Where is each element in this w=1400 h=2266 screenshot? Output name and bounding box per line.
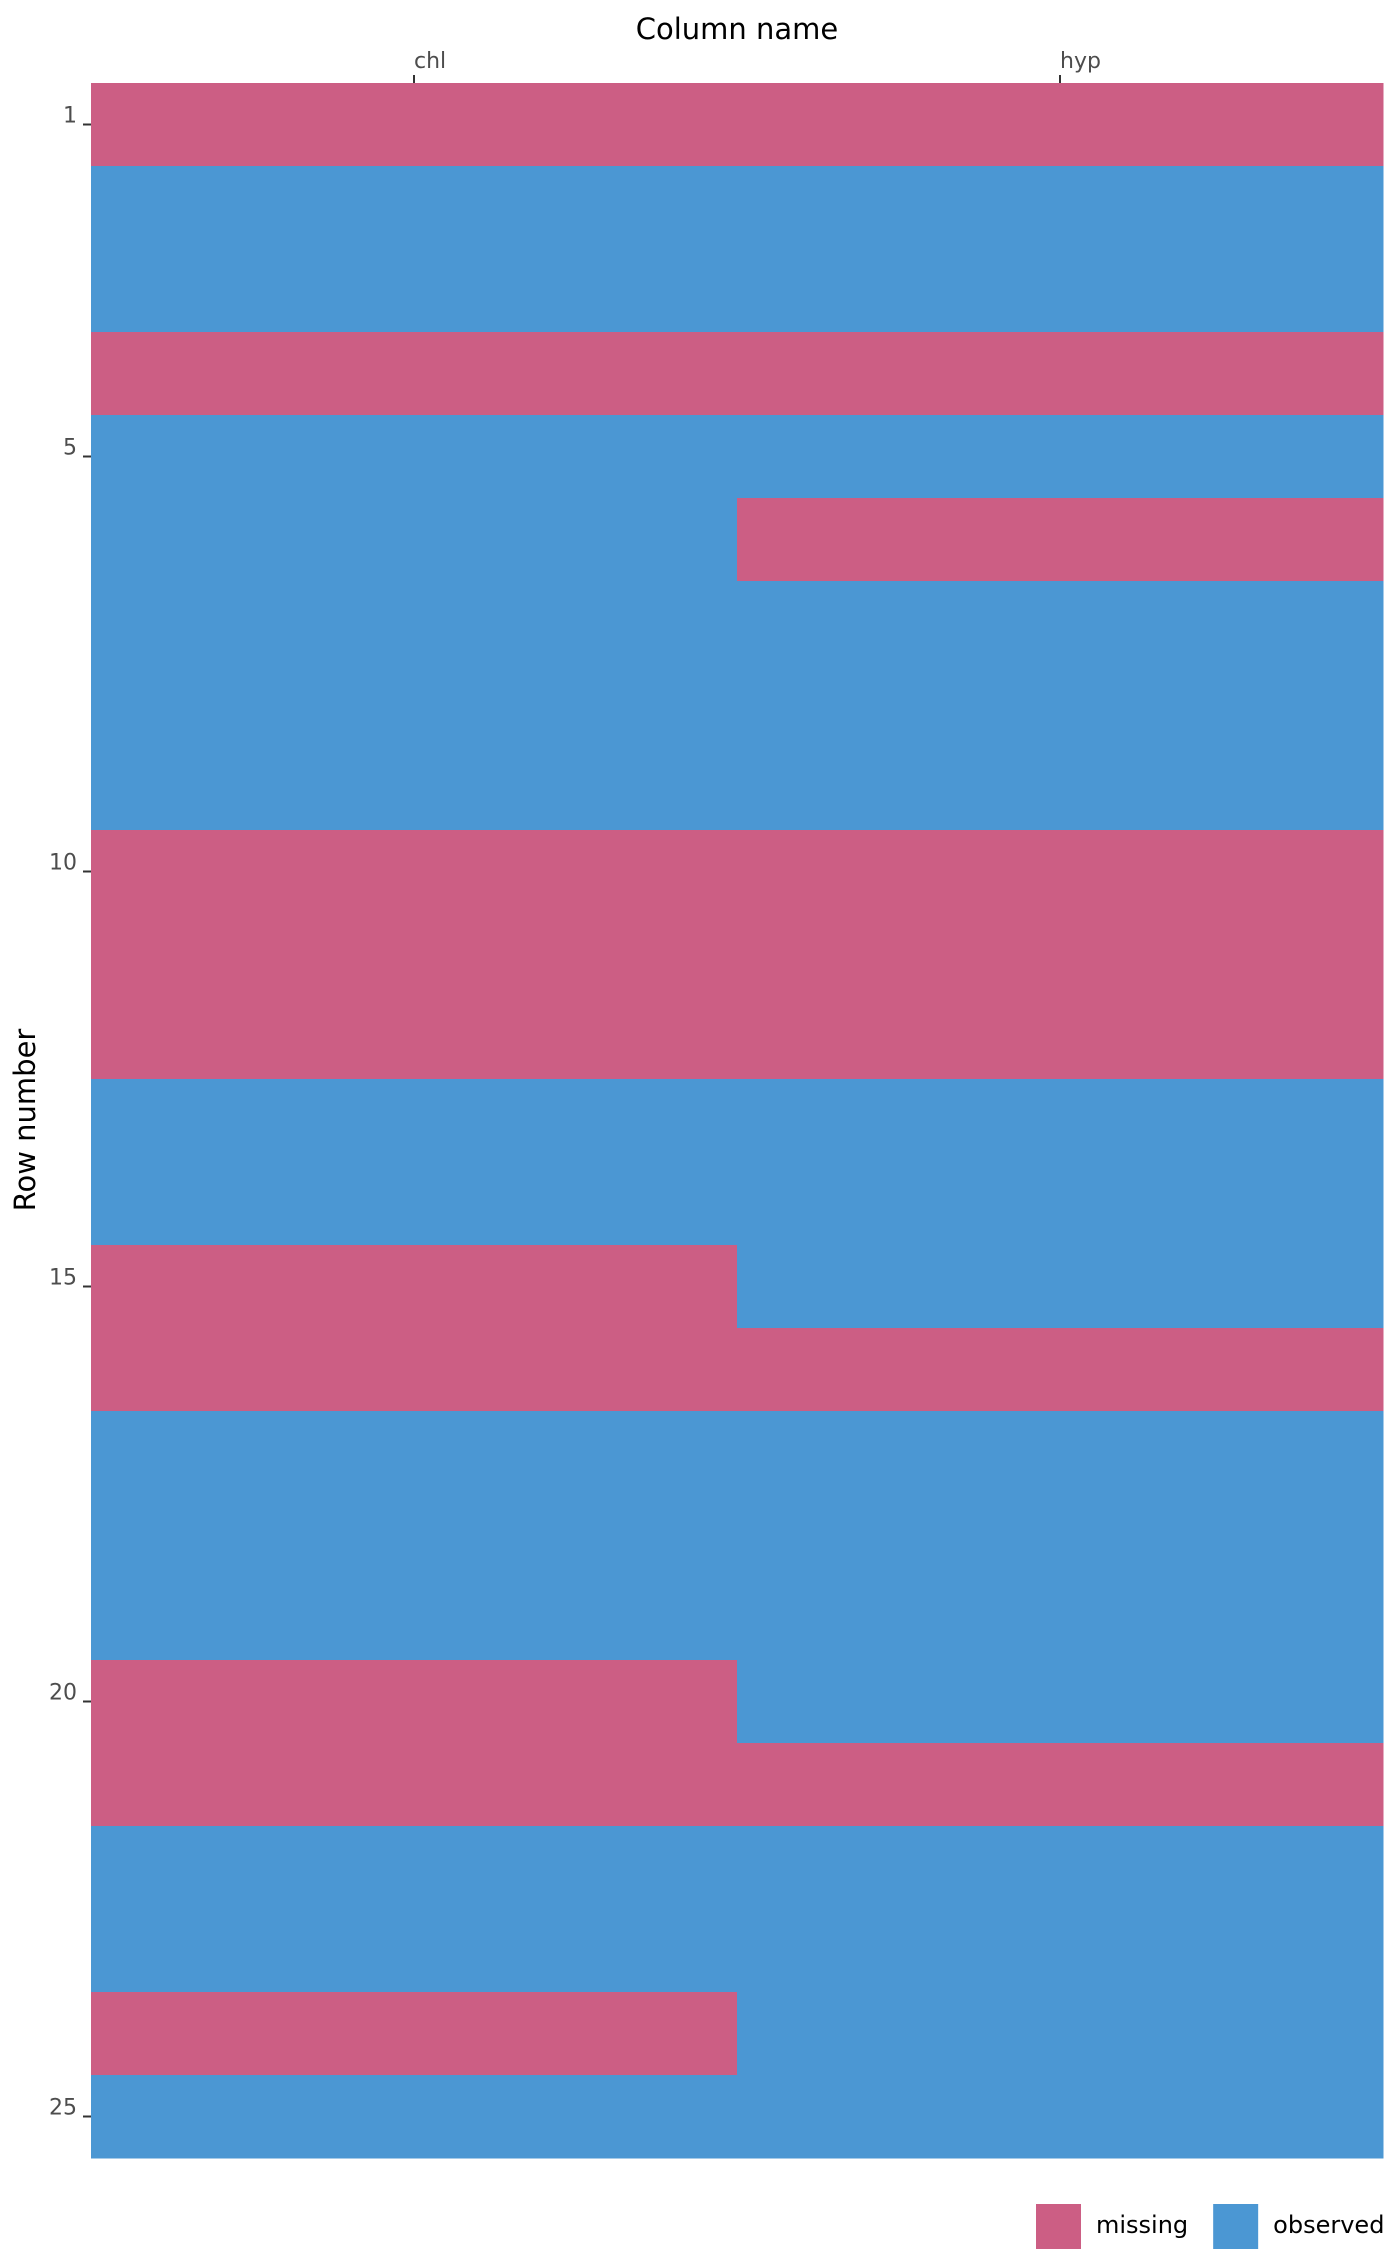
- cell: [91, 332, 738, 416]
- cell: [91, 913, 738, 997]
- cell: [737, 1992, 1384, 2076]
- cell: [91, 498, 738, 582]
- cell: [737, 1245, 1384, 1329]
- cell: [91, 747, 738, 831]
- cell: [737, 1411, 1384, 1495]
- y-tick-label: 25: [49, 2096, 77, 2121]
- cell: [737, 830, 1384, 914]
- cell: [91, 1162, 738, 1246]
- cell: [91, 1826, 738, 1910]
- cell: [737, 1162, 1384, 1246]
- cell: [737, 1079, 1384, 1163]
- legend-swatch: [1036, 2204, 1081, 2249]
- cell: [91, 1660, 738, 1744]
- cell: [91, 1328, 738, 1412]
- cell: [737, 1826, 1384, 1910]
- y-tick-label: 20: [49, 1681, 77, 1706]
- cell: [737, 1577, 1384, 1661]
- cell: [737, 249, 1384, 333]
- cell: [91, 830, 738, 914]
- cell: [737, 1494, 1384, 1578]
- cell: [737, 581, 1384, 665]
- cell: [91, 1909, 738, 1993]
- cell: [91, 1245, 738, 1329]
- y-tick-label: 15: [49, 1266, 77, 1291]
- cell: [91, 1992, 738, 2076]
- cell: [737, 1328, 1384, 1412]
- cell: [737, 1660, 1384, 1744]
- cell: [91, 1079, 738, 1163]
- cell: [737, 913, 1384, 997]
- cell: [737, 83, 1384, 167]
- y-tick-label: 1: [63, 104, 77, 129]
- cell: [737, 1743, 1384, 1827]
- cell: [91, 83, 738, 167]
- cell: [737, 747, 1384, 831]
- cell: [737, 498, 1384, 582]
- y-tick-label: 5: [63, 436, 77, 461]
- cell: [737, 166, 1384, 250]
- cell: [737, 332, 1384, 416]
- legend-label: missing: [1096, 2211, 1188, 2239]
- cell: [737, 1909, 1384, 1993]
- x-tick-label: chl: [414, 49, 446, 74]
- cell: [91, 1577, 738, 1661]
- cell: [91, 415, 738, 499]
- cell: [737, 2075, 1384, 2159]
- cell: [91, 996, 738, 1080]
- legend-label: observed: [1273, 2211, 1384, 2239]
- x-axis-title: Column name: [636, 12, 839, 46]
- cell: [91, 249, 738, 333]
- cell: [737, 415, 1384, 499]
- cell: [91, 664, 738, 748]
- cell: [91, 166, 738, 250]
- cell: [91, 581, 738, 665]
- cell: [737, 664, 1384, 748]
- cell: [91, 1411, 738, 1495]
- cell: [91, 1743, 738, 1827]
- x-tick-label: hyp: [1060, 49, 1101, 74]
- cell: [91, 2075, 738, 2159]
- cell: [91, 1494, 738, 1578]
- y-axis-title: Row number: [8, 1029, 42, 1212]
- legend-swatch: [1213, 2204, 1259, 2249]
- y-tick-label: 10: [49, 851, 77, 876]
- cell: [737, 996, 1384, 1080]
